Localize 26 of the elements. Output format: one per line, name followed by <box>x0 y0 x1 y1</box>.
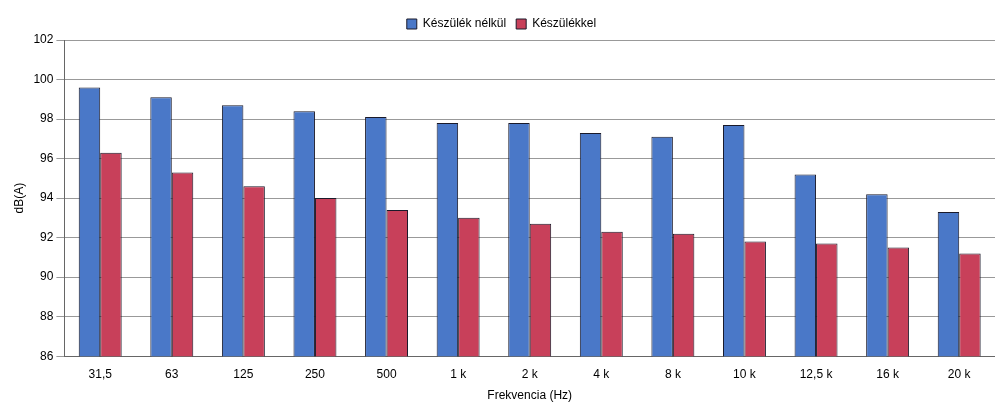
x-tick-label: 125 <box>233 366 254 381</box>
y-axis-title: dB(A) <box>11 182 26 214</box>
x-tick-label: 2 k <box>521 366 539 381</box>
x-tick-label: 1 k <box>450 366 468 381</box>
y-tick-label: 96 <box>40 150 54 165</box>
legend-label: Készülékkel <box>532 16 597 31</box>
x-tick-label: 4 k <box>593 366 611 381</box>
x-axis-title: Frekvencia (Hz) <box>487 388 573 403</box>
x-tick-label: 12,5 k <box>799 366 834 381</box>
x-tick-label: 250 <box>304 366 326 381</box>
y-tick-label: 94 <box>40 190 54 205</box>
x-tick-label: 20 k <box>947 366 972 381</box>
y-tick-label: 92 <box>40 229 54 244</box>
x-tick-label: 500 <box>376 366 397 381</box>
y-tick-label: 90 <box>40 269 54 284</box>
x-tick-label: 63 <box>165 366 179 381</box>
x-tick-label: 10 k <box>733 366 757 381</box>
y-tick-label: 98 <box>40 111 54 126</box>
x-tick-label: 31,5 <box>88 366 113 381</box>
x-tick-label: 8 k <box>664 366 682 381</box>
legend-label: Készülék nélkül <box>422 16 507 31</box>
x-tick-label: 16 k <box>876 366 900 381</box>
y-tick-label: 102 <box>33 32 54 47</box>
y-tick-label: 88 <box>40 308 54 323</box>
y-tick-label: 100 <box>33 71 54 86</box>
y-tick-label: 86 <box>40 348 54 363</box>
